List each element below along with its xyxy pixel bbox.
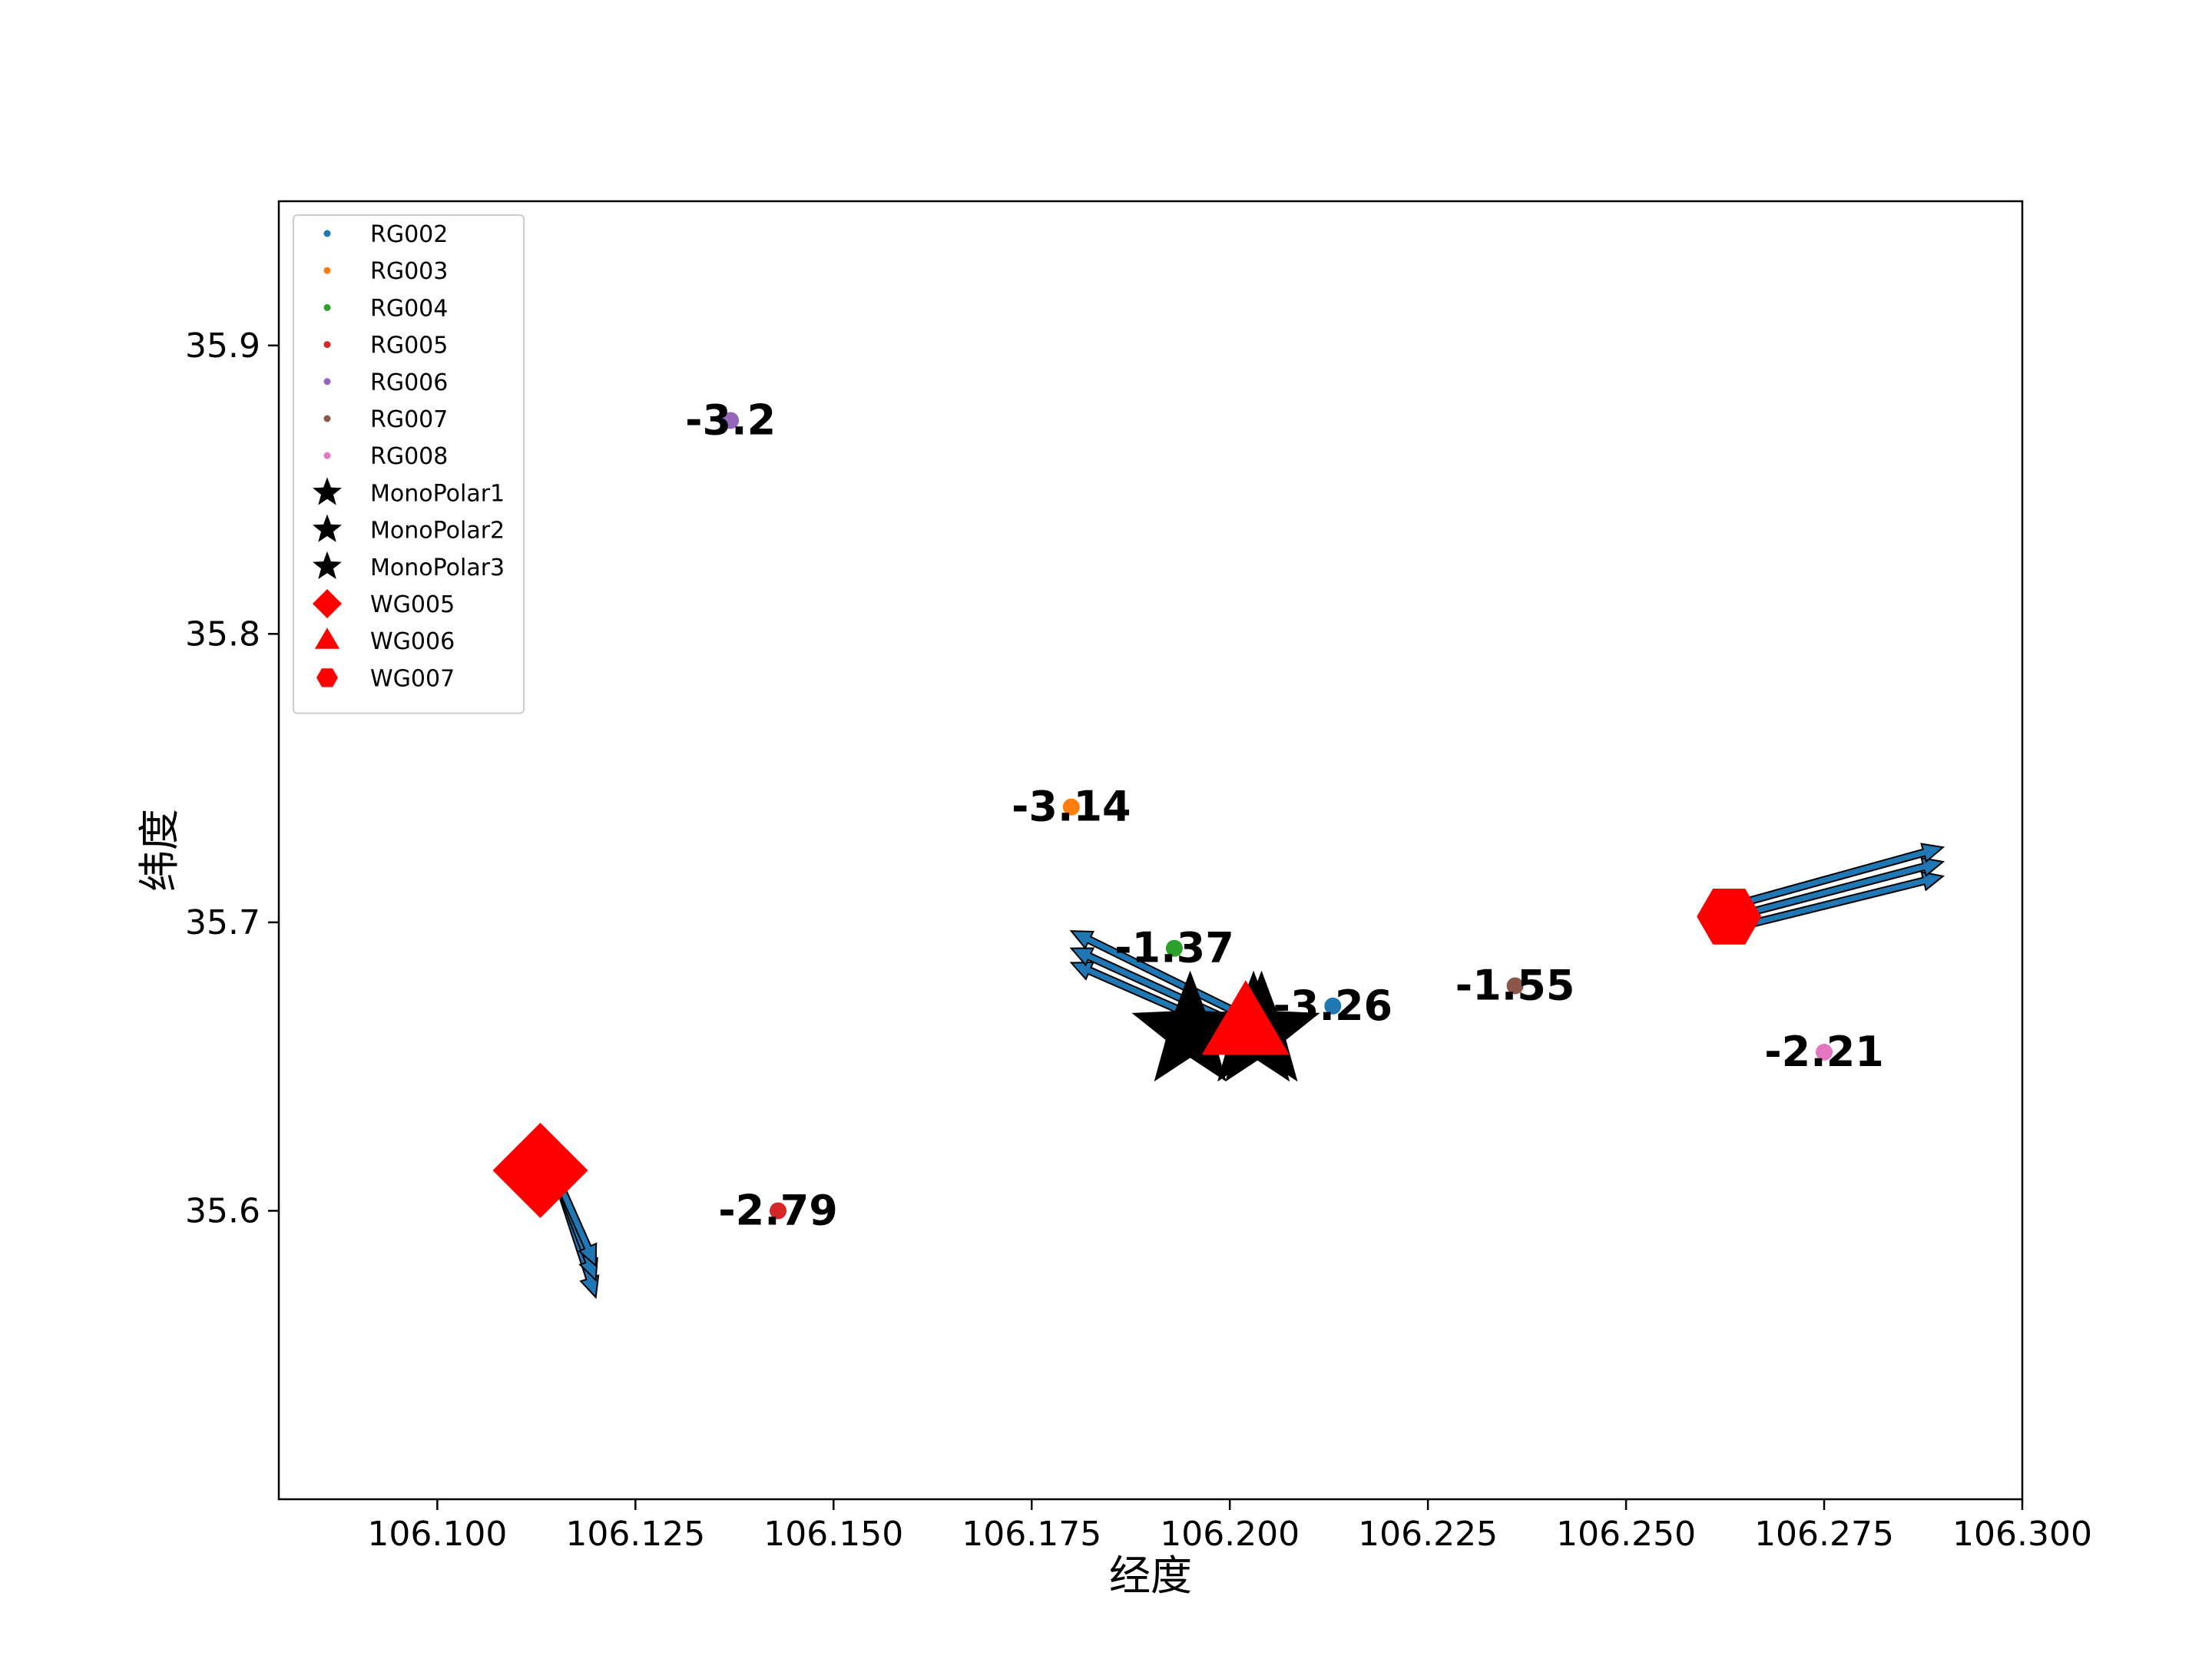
legend-entry-rg004: RG004: [370, 295, 448, 322]
legend-marker-rg003: [323, 267, 331, 274]
legend-entry-monopolar1: MonoPolar1: [370, 480, 505, 507]
legend-entry-monopolar2: MonoPolar2: [370, 518, 505, 545]
x-axis-ticks: 106.100 106.125 106.150 106.175 106.200 106.2…: [367, 1499, 2092, 1554]
monopolar-marker-monopolar1: [1131, 970, 1249, 1082]
station-point-rg004: [1165, 939, 1183, 957]
legend-marker-wg005: [313, 589, 342, 618]
legend-entry-rg007: RG007: [370, 406, 448, 433]
y-tick-label: 35.9: [185, 326, 260, 366]
x-tick-label: 106.200: [1160, 1515, 1300, 1554]
station-point-rg005: [770, 1202, 787, 1220]
vector-arrow-8: [1743, 856, 1945, 919]
legend-marker-monopolar3: [313, 551, 342, 579]
vector-arrow-7: [1743, 871, 1945, 930]
x-axis-label: 经度: [1109, 1551, 1192, 1600]
legend-entry-rg002: RG002: [370, 221, 448, 248]
legend-marker-wg006: [314, 628, 340, 649]
x-tick-label: 106.275: [1754, 1515, 1894, 1554]
plot-area-frame: [277, 200, 2024, 1501]
legend-marker-rg006: [323, 378, 331, 386]
station-value-label-rg007: -1.55: [1455, 962, 1575, 1010]
legend-marker-rg002: [323, 230, 331, 237]
station-point-rg008: [1816, 1043, 1833, 1061]
well-marker-wg006: [1201, 980, 1290, 1055]
value-labels-layer: -3.26 -3.14 -1.37 -2.79 -3.2 -1.55 -2.21: [685, 396, 1884, 1234]
station-point-rg003: [1062, 798, 1080, 816]
stations-layer: [722, 412, 1833, 1220]
station-value-label-rg005: -2.79: [718, 1186, 838, 1234]
station-value-label-rg002: -3.26: [1273, 982, 1392, 1030]
legend-marker-rg004: [323, 303, 331, 311]
legend-entry-wg006: WG006: [370, 628, 455, 655]
x-tick-label: 106.100: [367, 1515, 507, 1554]
x-tick-label: 106.225: [1358, 1515, 1498, 1554]
legend-marker-rg007: [323, 415, 331, 422]
legend-entry-wg005: WG005: [370, 591, 455, 618]
y-tick-label: 35.7: [185, 903, 260, 942]
x-tick-label: 106.250: [1556, 1515, 1696, 1554]
station-value-label-rg006: -3.2: [685, 396, 776, 444]
station-point-rg007: [1506, 977, 1524, 995]
legend-entry-monopolar3: MonoPolar3: [370, 555, 505, 581]
station-value-label-rg008: -2.21: [1764, 1028, 1884, 1076]
station-point-rg002: [1324, 997, 1342, 1015]
x-tick-label: 106.300: [1952, 1515, 2092, 1554]
legend-marker-monopolar1: [313, 477, 342, 505]
y-tick-label: 35.6: [185, 1191, 260, 1230]
vector-arrow-9: [1743, 843, 1945, 907]
x-tick-label: 106.175: [962, 1515, 1101, 1554]
station-value-label-rg004: -1.37: [1114, 924, 1234, 972]
legend-marker-monopolar2: [313, 514, 342, 542]
y-tick-label: 35.8: [185, 614, 260, 654]
markers-layer: [492, 889, 1762, 1218]
well-marker-wg005: [492, 1122, 588, 1218]
x-tick-label: 106.125: [565, 1515, 705, 1554]
y-axis-label: 纬度: [135, 809, 184, 892]
legend-marker-rg005: [323, 341, 331, 349]
legend-entry-rg006: RG006: [370, 369, 448, 396]
legend-box: [293, 214, 525, 714]
well-marker-wg007: [1697, 889, 1762, 945]
x-tick-label: 106.150: [763, 1515, 903, 1554]
legend-marker-rg008: [323, 452, 331, 459]
legend-entry-rg008: RG008: [370, 443, 448, 470]
legend-entry-rg003: RG003: [370, 258, 448, 285]
y-axis-ticks: 35.6 35.7 35.8 35.9: [185, 326, 279, 1230]
station-value-label-rg003: -3.14: [1012, 783, 1131, 831]
legend-entry-wg007: WG007: [370, 665, 455, 692]
legend: RG002 RG003 RG004 RG005 RG006 RG007 RG008 MonoP…: [293, 214, 525, 714]
station-point-rg006: [722, 412, 740, 429]
legend-marker-wg007: [316, 668, 338, 687]
legend-entry-rg005: RG005: [370, 333, 448, 359]
